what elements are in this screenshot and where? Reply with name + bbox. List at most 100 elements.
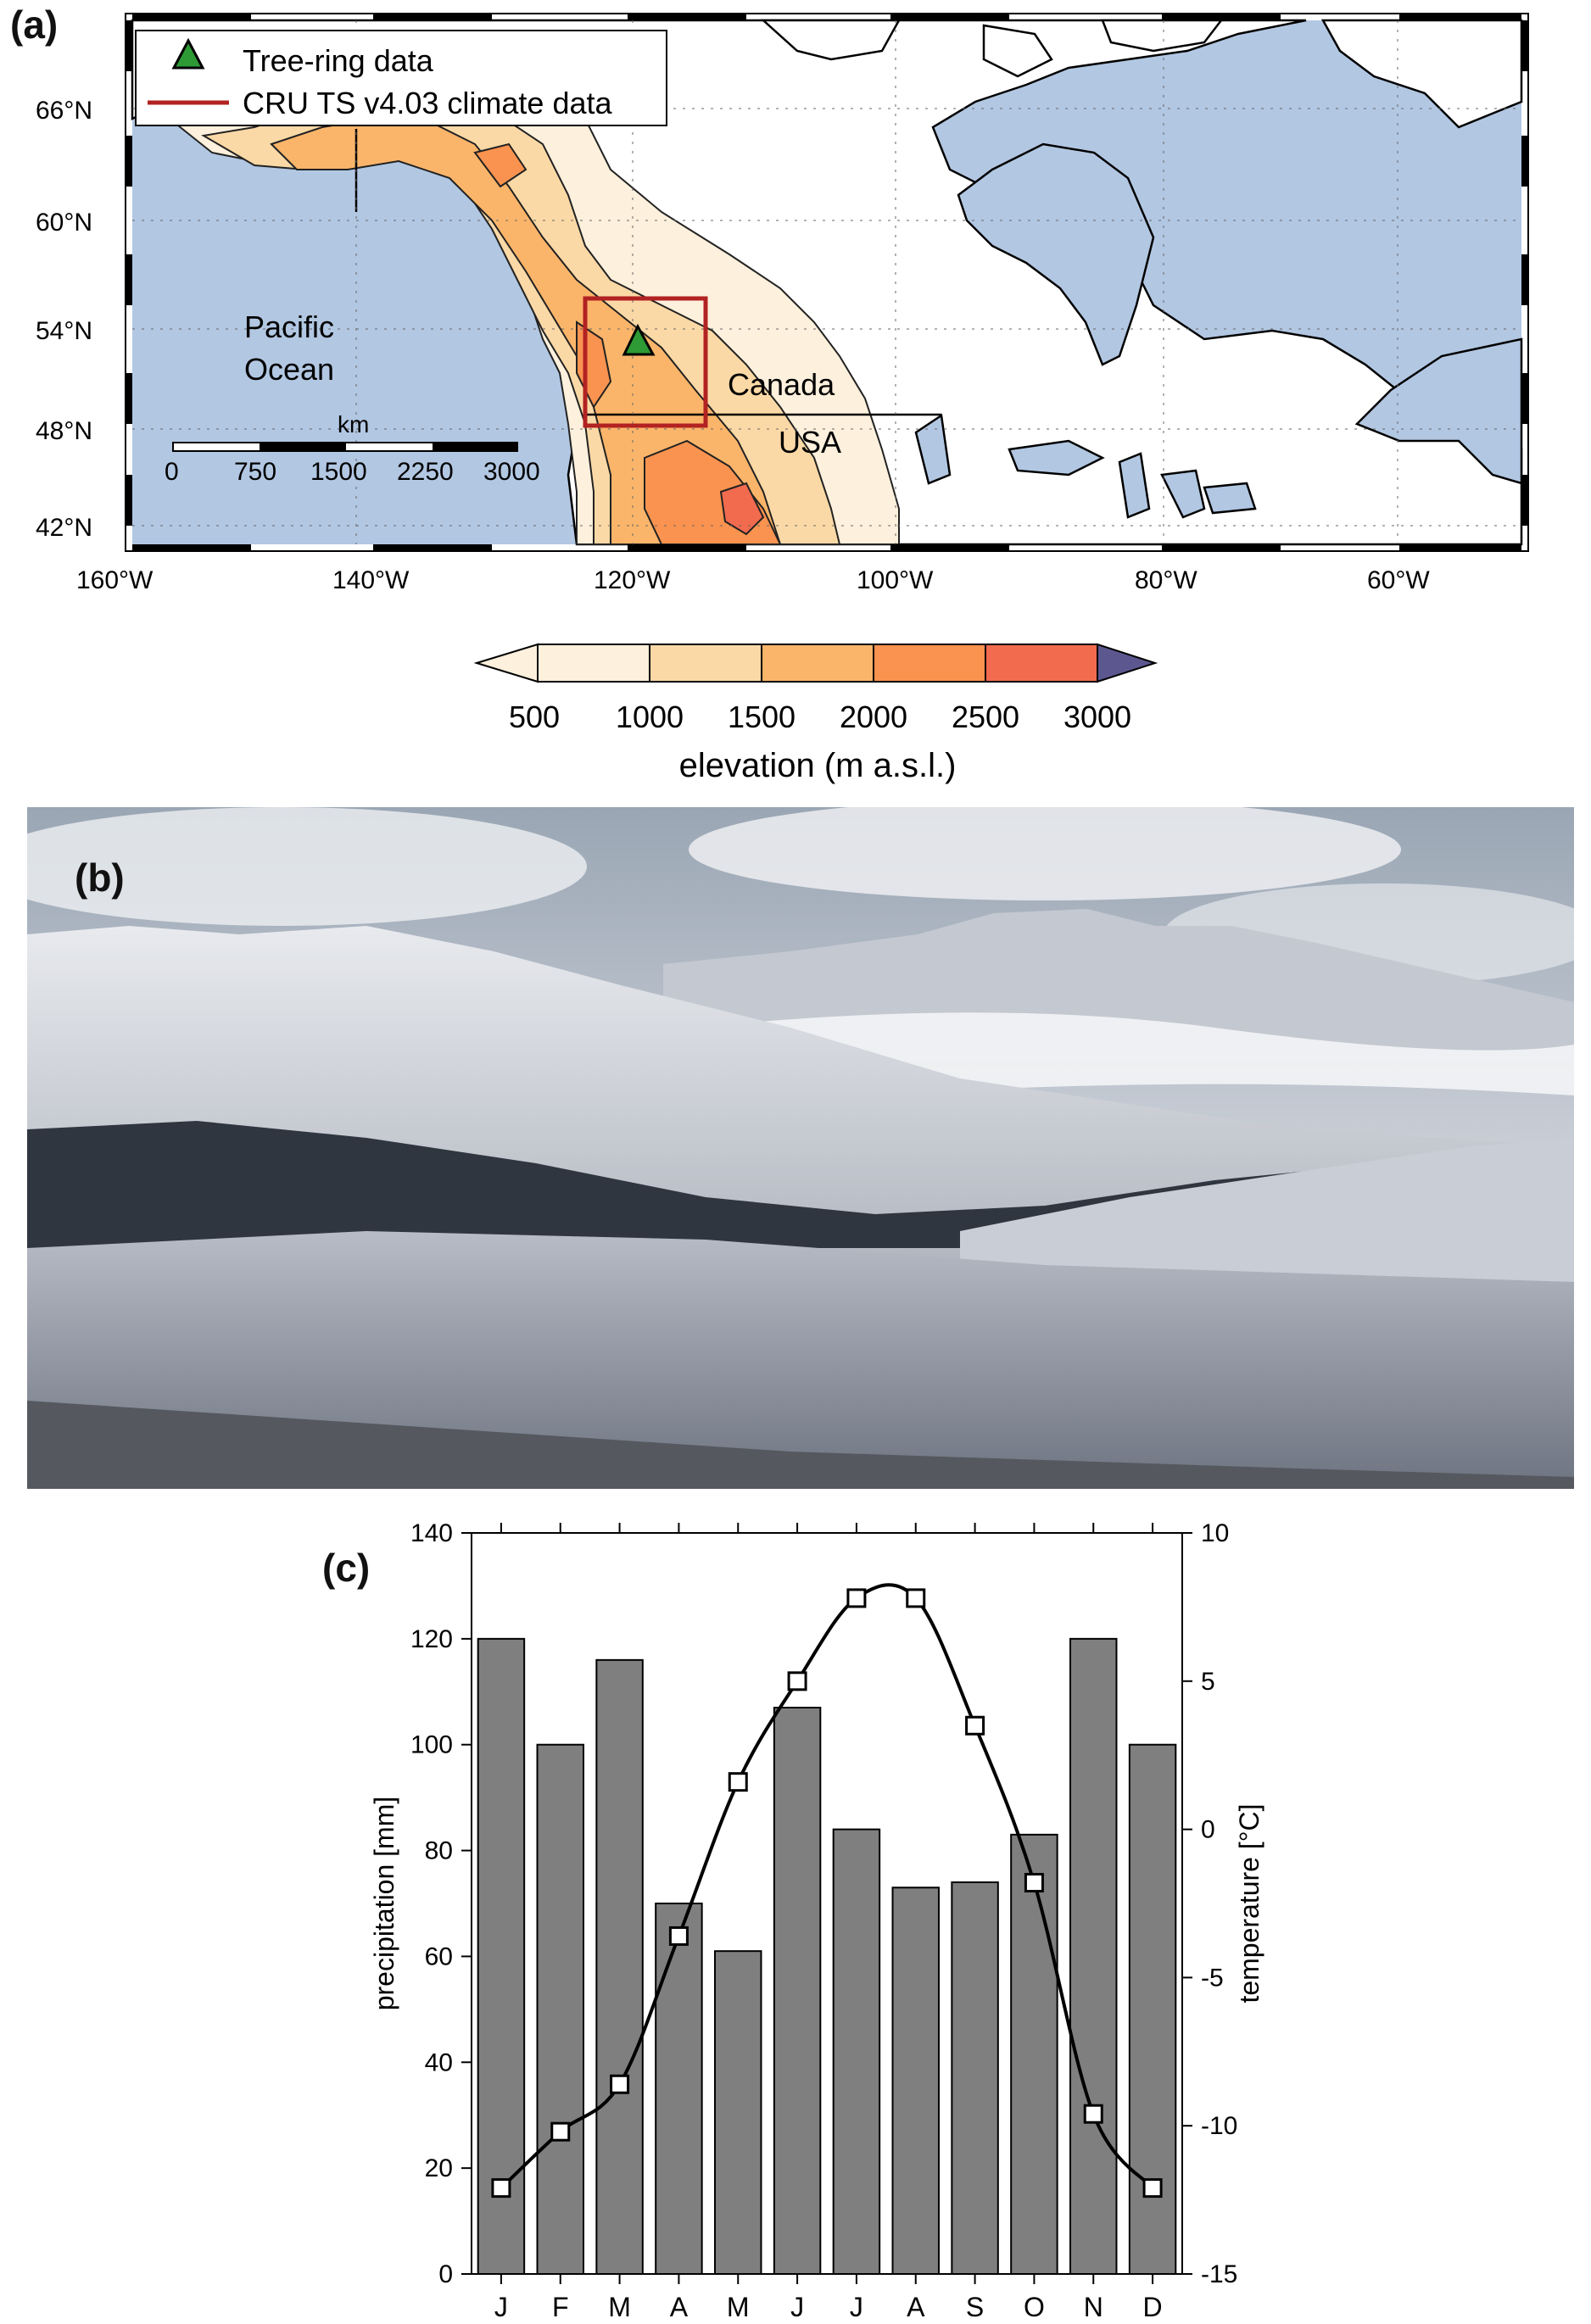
panel-a-map-figure: Tree-ring data CRU TS v4.03 climate data… — [36, 13, 1529, 784]
precip-bar — [655, 1903, 703, 2275]
x-tick-label: D — [1143, 2292, 1163, 2322]
foreground-rocks — [27, 1401, 1574, 1489]
y2-tick-label: 0 — [1201, 1816, 1215, 1844]
temperature-marker — [965, 1715, 985, 1736]
panel-b-label: (b) — [75, 855, 125, 900]
precip-bar — [773, 1707, 822, 2275]
label-pacific: Pacific — [244, 309, 334, 344]
y2-tick-label: -5 — [1201, 1964, 1224, 1992]
temperature-marker — [610, 2074, 630, 2094]
x-tick-label: J — [850, 2292, 863, 2322]
y-tick-label: 0 — [438, 2260, 453, 2288]
precip-bar — [832, 1828, 881, 2276]
colorbar-tick-3000: 3000 — [1063, 699, 1131, 734]
x-tick-label: O — [1024, 2292, 1045, 2322]
x-tick-label: J — [790, 2292, 804, 2322]
y-tick-label: 40 — [425, 2048, 453, 2076]
precip-bar — [536, 1743, 584, 2275]
lat-label-54: 54°N — [36, 317, 92, 345]
scale-tick-2250: 2250 — [397, 458, 454, 486]
temperature-marker — [1142, 2178, 1163, 2199]
temperature-marker — [787, 1671, 807, 1691]
panel-b-landscape-photo — [27, 807, 1574, 1489]
precip-bar — [1069, 1637, 1118, 2276]
temperature-marker — [668, 1926, 689, 1946]
scale-bar — [172, 442, 518, 452]
label-usa: USA — [779, 425, 841, 460]
temperature-marker — [728, 1772, 748, 1792]
x-tick-label: A — [907, 2292, 925, 2322]
atlantic-east — [1354, 337, 1523, 485]
lon-label-100: 100°W — [857, 566, 934, 594]
lon-label-80: 80°W — [1135, 566, 1197, 594]
arctic-islands — [760, 19, 1523, 129]
panel-c-climate-chart: 0 20 40 60 80 100 120 140 -15 -10 -5 0 5 10 J F M A M J J A S O… — [369, 1519, 1264, 2322]
y-tick-label: 140 — [410, 1519, 453, 1547]
temperature-line — [500, 1583, 1154, 2190]
cru-grid-box — [583, 296, 708, 428]
colorbar-label: elevation (m a.s.l.) — [679, 747, 957, 784]
temperature-marker — [1083, 2104, 1103, 2124]
precip-bar — [1010, 1833, 1058, 2276]
legend-tree-ring-label: Tree-ring data — [243, 43, 434, 78]
y2-tick-label: 10 — [1201, 1519, 1229, 1547]
temperature-marker — [846, 1588, 867, 1608]
scale-tick-0: 0 — [165, 458, 179, 486]
scale-tick-1500: 1500 — [310, 458, 367, 486]
x-tick-label: A — [670, 2292, 689, 2322]
y2-tick-label: -15 — [1201, 2260, 1237, 2288]
y-tick-label: 20 — [425, 2154, 453, 2182]
label-ocean: Ocean — [244, 352, 334, 387]
lon-label-140: 140°W — [332, 566, 410, 594]
x-tick-label: N — [1084, 2292, 1103, 2322]
map-gridlines — [132, 20, 1521, 544]
precip-bar — [714, 1950, 762, 2276]
tree-ring-site-marker — [622, 323, 656, 356]
y2-tick-label: -10 — [1201, 2112, 1237, 2140]
y-tick-label: 80 — [425, 1837, 453, 1865]
precip-bar — [891, 1887, 940, 2275]
great-lakes — [914, 413, 1257, 519]
y-axis-label: precipitation [mm] — [369, 1797, 399, 2011]
elevation-2500 — [719, 482, 765, 536]
temperature-marker — [1024, 1873, 1044, 1893]
temperature-marker — [550, 2121, 571, 2142]
scale-tick-750: 750 — [234, 458, 276, 486]
colorbar-tick-1000: 1000 — [616, 699, 684, 734]
x-tick-label: M — [608, 2292, 631, 2322]
x-tick-label: M — [727, 2292, 750, 2322]
plot-frame — [471, 1532, 1183, 2275]
precip-bar — [477, 1637, 526, 2276]
y2-tick-label: 5 — [1201, 1668, 1215, 1696]
lon-label-120: 120°W — [594, 566, 671, 594]
colorbar-tick-1500: 1500 — [728, 699, 796, 734]
scale-tick-3000: 3000 — [483, 458, 540, 486]
y2-axis-label: temperature [°C] — [1234, 1803, 1264, 2003]
cloud — [689, 807, 1401, 900]
colorbar-tick-2000: 2000 — [840, 699, 907, 734]
label-canada: Canada — [728, 367, 835, 402]
lat-label-60: 60°N — [36, 209, 92, 237]
panel-c-label: (c) — [322, 1546, 371, 1590]
colorbar-tick-2500: 2500 — [952, 699, 1019, 734]
lon-label-160: 160°W — [76, 566, 154, 594]
hudson-bay — [957, 142, 1155, 366]
precip-bar — [951, 1881, 999, 2275]
scale-bar-unit: km — [338, 411, 369, 437]
panel-a-label: (a) — [10, 3, 59, 47]
map-frame-ticks — [126, 14, 1528, 551]
y-tick-label: 120 — [410, 1625, 453, 1653]
lon-label-60: 60°W — [1367, 566, 1430, 594]
y-tick-label: 100 — [410, 1731, 453, 1759]
legend-triangle-icon — [171, 37, 205, 70]
lat-label-48: 48°N — [36, 417, 92, 445]
temperature-marker — [491, 2178, 511, 2199]
map-legend-box — [135, 30, 667, 126]
valley-floor — [27, 1231, 1574, 1489]
y-tick-label: 60 — [425, 1942, 453, 1970]
precip-bar — [595, 1658, 644, 2276]
legend-cru-label: CRU TS v4.03 climate data — [243, 86, 612, 120]
x-tick-label: S — [966, 2292, 984, 2322]
lat-label-66: 66°N — [36, 97, 92, 125]
colorbar-tick-500: 500 — [509, 699, 560, 734]
